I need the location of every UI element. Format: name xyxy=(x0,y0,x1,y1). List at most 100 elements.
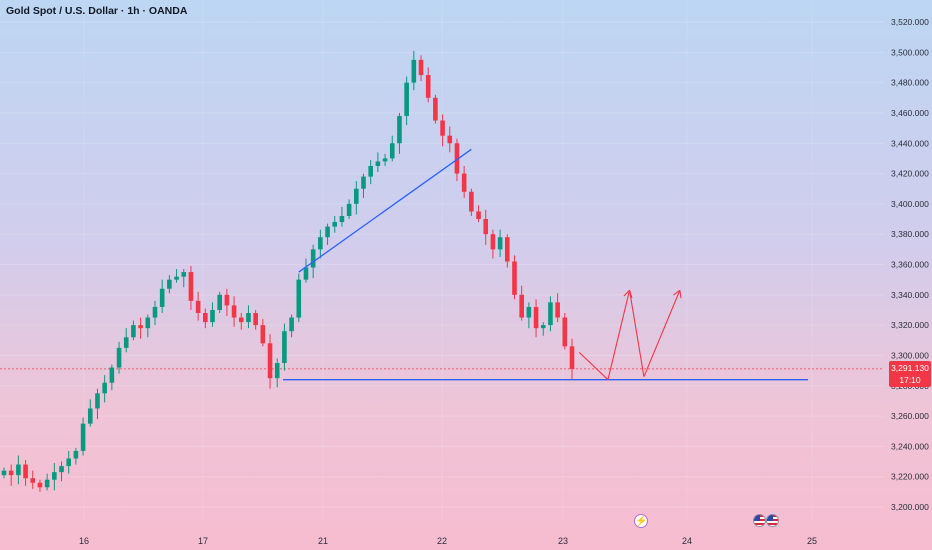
us-flag-icon[interactable] xyxy=(766,514,779,527)
candle-body xyxy=(533,306,539,329)
candle-body xyxy=(195,300,201,313)
grid xyxy=(0,0,884,520)
x-tick-label: 16 xyxy=(79,536,89,546)
projection-arrowhead xyxy=(679,290,682,299)
candle-body xyxy=(476,211,481,220)
candle-body xyxy=(425,75,431,98)
chart-title: Gold Spot / U.S. Dollar · 1h · OANDA xyxy=(6,5,188,17)
y-tick-label: 3,460.000 xyxy=(891,108,929,118)
y-tick-label: 3,500.000 xyxy=(891,47,929,57)
candle-body xyxy=(167,279,172,289)
candle-body xyxy=(296,279,302,318)
candle-body xyxy=(368,165,373,177)
candle-body xyxy=(447,135,453,144)
candle-body xyxy=(95,393,100,409)
candle-body xyxy=(1,470,7,476)
candle-body xyxy=(217,294,222,310)
y-tick-label: 3,340.000 xyxy=(891,290,929,300)
candle-body xyxy=(519,294,524,318)
y-tick-label: 3,300.000 xyxy=(891,350,929,360)
candle-body xyxy=(8,470,14,476)
candle-body xyxy=(30,478,36,483)
candle-body xyxy=(497,237,503,250)
projection-arrowhead xyxy=(623,289,630,297)
candle-body xyxy=(80,423,86,451)
candle-body xyxy=(411,59,417,83)
candle-body xyxy=(440,120,445,136)
candle-body xyxy=(145,317,151,329)
x-tick-label: 22 xyxy=(437,536,447,546)
candle-body xyxy=(138,325,143,329)
candle-body xyxy=(66,458,72,467)
current-price-value: 3,291.130 xyxy=(891,363,929,373)
candle-body xyxy=(44,479,50,488)
y-tick-label: 3,380.000 xyxy=(891,229,929,239)
candle-body xyxy=(267,343,273,379)
candle-body xyxy=(505,237,510,262)
projection-path xyxy=(628,290,645,377)
x-tick-label: 23 xyxy=(558,536,568,546)
candle-body xyxy=(562,317,568,347)
candle-body xyxy=(397,115,402,144)
candle-body xyxy=(418,59,424,76)
candle-body xyxy=(346,203,352,216)
candle-body xyxy=(289,317,294,332)
candle-body xyxy=(282,331,287,364)
candle-body xyxy=(231,305,237,318)
current-price-badge: 3,291.130 17:10 xyxy=(889,361,931,387)
y-axis: 3,200.0003,220.0003,240.0003,260.0003,28… xyxy=(891,17,929,512)
trendline xyxy=(298,148,472,273)
projection-path xyxy=(643,290,681,377)
drawings xyxy=(283,148,808,381)
candle-body xyxy=(540,325,546,329)
candle-body xyxy=(318,237,323,250)
projection-arrowhead xyxy=(673,289,681,296)
y-tick-label: 3,440.000 xyxy=(891,138,929,148)
candle-body xyxy=(102,382,107,394)
candle-body xyxy=(246,313,251,323)
projection-arrowhead xyxy=(629,290,633,299)
candle-body xyxy=(325,226,330,238)
candle-body xyxy=(469,191,474,212)
candle-body xyxy=(87,408,93,424)
us-flag-icon[interactable] xyxy=(753,514,766,527)
candle-body xyxy=(569,346,575,369)
candle-body xyxy=(548,302,553,326)
candle-body xyxy=(73,450,79,459)
candle-body xyxy=(332,222,338,227)
candle-body xyxy=(59,466,64,473)
candle-body xyxy=(389,143,395,159)
y-tick-label: 3,200.000 xyxy=(891,502,929,512)
y-tick-label: 3,320.000 xyxy=(891,320,929,330)
y-tick-label: 3,480.000 xyxy=(891,78,929,88)
candle-body xyxy=(188,272,194,301)
candle-body xyxy=(404,82,409,116)
candle-body xyxy=(224,294,230,306)
x-tick-label: 25 xyxy=(807,536,817,546)
candle-body xyxy=(16,464,21,476)
candle-body xyxy=(274,363,280,379)
candle-body xyxy=(203,313,208,323)
x-axis: 16 17 21 22 23 24 25 xyxy=(79,536,817,546)
lightning-icon[interactable]: ⚡ xyxy=(634,514,648,528)
candle-body xyxy=(123,337,129,348)
candle-body xyxy=(109,367,115,383)
candle-body xyxy=(238,317,244,323)
projection-path xyxy=(578,352,609,381)
candle-body xyxy=(375,161,381,166)
candle-body xyxy=(310,249,316,268)
y-tick-label: 3,240.000 xyxy=(891,441,929,451)
candle-body xyxy=(152,306,158,318)
candle-body xyxy=(361,176,366,189)
y-tick-label: 3,360.000 xyxy=(891,260,929,270)
y-tick-label: 3,520.000 xyxy=(891,17,929,27)
candle-body xyxy=(433,97,438,121)
x-tick-label: 24 xyxy=(682,536,692,546)
candle-body xyxy=(526,306,532,318)
candle-body xyxy=(382,158,388,162)
candle-body xyxy=(555,302,560,318)
candle-body xyxy=(131,325,136,338)
x-tick-label: 21 xyxy=(318,536,328,546)
